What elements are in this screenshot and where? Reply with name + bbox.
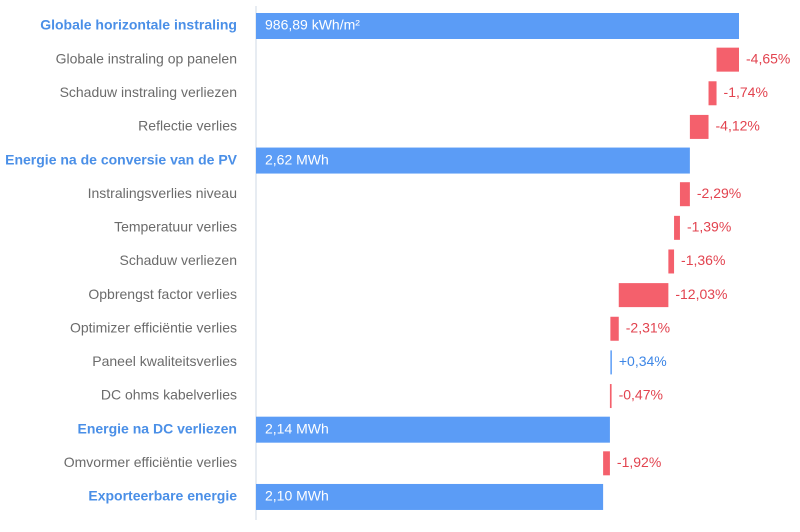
loss-bar [603, 451, 610, 476]
value-label: 986,89 kWh/m² [265, 17, 360, 33]
loss-bar [716, 47, 739, 72]
category-label: DC ohms kabelverlies [101, 387, 237, 403]
value-label: -12,03% [675, 286, 727, 302]
category-label: Energie na DC verliezen [77, 420, 237, 436]
value-label: -1,92% [617, 454, 661, 470]
value-label: -4,65% [746, 50, 790, 66]
loss-bar [708, 81, 717, 106]
loss-bar [679, 182, 690, 207]
value-label: -1,74% [724, 84, 768, 100]
category-label: Schaduw instraling verliezen [60, 84, 237, 100]
category-label: Optimizer efficiëntie verlies [70, 319, 237, 335]
category-label: Globale horizontale instraling [40, 17, 237, 33]
value-label: -0,47% [619, 387, 663, 403]
loss-bar [689, 114, 709, 139]
value-label: +0,34% [619, 353, 667, 369]
value-label: 2,62 MWh [265, 151, 329, 167]
category-label: Schaduw verliezen [119, 252, 237, 268]
category-label: Paneel kwaliteitsverlies [92, 353, 237, 369]
value-label: -1,36% [681, 252, 725, 268]
loss-bar [618, 283, 669, 308]
loss-bar [609, 384, 612, 409]
value-label: 2,14 MWh [265, 420, 329, 436]
loss-bar [668, 249, 675, 274]
category-label: Instralingsverlies niveau [88, 185, 237, 201]
loss-bar [610, 316, 619, 341]
value-label: 2,10 MWh [265, 488, 329, 504]
category-label: Energie na de conversie van de PV [5, 151, 238, 167]
value-label: -1,39% [687, 219, 731, 235]
total-bar [256, 483, 604, 510]
category-label: Exporteerbare energie [88, 488, 237, 504]
category-label: Temperatuur verlies [114, 219, 237, 235]
value-label: -4,12% [716, 118, 760, 134]
total-bar [256, 416, 610, 443]
gain-bar [610, 350, 612, 375]
value-label: -2,29% [697, 185, 741, 201]
category-label: Omvormer efficiëntie verlies [64, 454, 237, 470]
total-bar [256, 13, 739, 39]
category-label: Opbrengst factor verlies [88, 286, 237, 302]
category-label: Globale instraling op panelen [56, 50, 237, 66]
total-bar [256, 147, 690, 174]
category-label: Reflectie verlies [138, 118, 237, 134]
loss-bar [674, 215, 680, 240]
value-label: -2,31% [626, 319, 670, 335]
